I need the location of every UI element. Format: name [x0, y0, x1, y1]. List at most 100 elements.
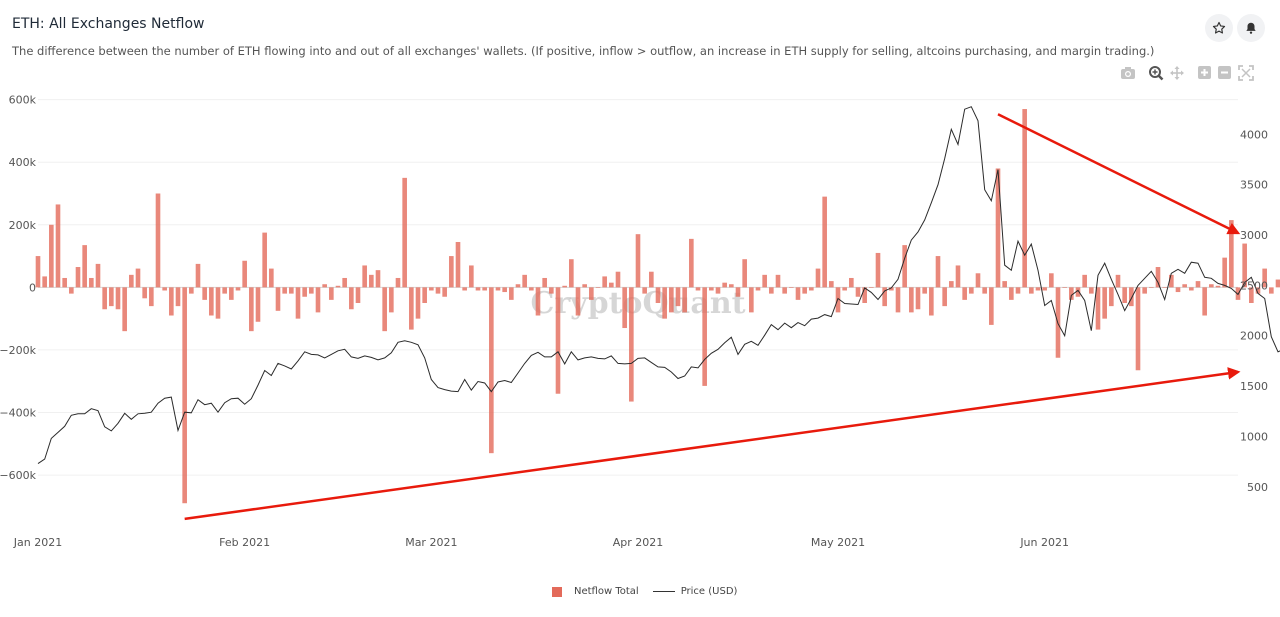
- netflow-bar: [629, 287, 634, 402]
- netflow-bar: [35, 256, 41, 288]
- netflow-bar: [342, 277, 347, 288]
- legend-label-price[interactable]: Price (USD): [680, 586, 738, 597]
- netflow-bar: [1275, 279, 1280, 288]
- netflow-bar: [369, 274, 374, 288]
- netflow-bar: [895, 287, 901, 313]
- netflow-bar: [549, 287, 554, 294]
- netflow-bar: [969, 287, 974, 294]
- x-tick-label: Jan 2021: [13, 536, 62, 549]
- netflow-bar: [189, 287, 194, 294]
- netflow-bar: [662, 287, 667, 319]
- x-tick-label: Jun 2021: [1019, 536, 1069, 549]
- netflow-bar: [822, 196, 827, 288]
- netflow-bar: [355, 287, 361, 303]
- y-left-tick-label: 200k: [9, 219, 37, 232]
- zoom-icon[interactable]: [1149, 66, 1164, 81]
- netflow-bar: [1249, 287, 1254, 303]
- netflow-bar: [1175, 287, 1181, 293]
- netflow-bar: [1202, 287, 1207, 316]
- favorite-button[interactable]: [1205, 14, 1233, 42]
- netflow-bar: [989, 287, 994, 325]
- netflow-bar: [635, 234, 641, 288]
- netflow-bar: [715, 287, 721, 294]
- netflow-bar: [949, 281, 954, 288]
- netflow-bar: [535, 287, 541, 316]
- netflow-bar: [1115, 274, 1121, 288]
- netflow-bar: [729, 284, 734, 288]
- netflow-bar: [1082, 274, 1087, 288]
- netflow-bar: [702, 287, 707, 386]
- star-icon: [1212, 21, 1226, 34]
- zoom-in-icon[interactable]: [1198, 66, 1211, 79]
- netflow-bar: [1075, 287, 1081, 297]
- x-tick-label: Apr 2021: [613, 536, 664, 549]
- y-left-tick-label: −200k: [0, 344, 37, 357]
- netflow-bar: [435, 287, 441, 294]
- netflow-bar: [1255, 287, 1261, 294]
- netflow-bar: [655, 287, 661, 303]
- netflow-bar: [1049, 273, 1054, 288]
- netflow-bar: [109, 287, 114, 307]
- chart-legend: Netflow Total Price (USD): [0, 586, 1280, 602]
- netflow-bar: [389, 287, 394, 313]
- netflow-bar: [1142, 287, 1147, 294]
- netflow-bar: [302, 287, 307, 297]
- netflow-bar: [502, 287, 507, 293]
- netflow-bar: [869, 287, 874, 288]
- netflow-bar: [695, 287, 701, 291]
- watermark: CryptoQuant: [530, 286, 745, 321]
- netflow-bar: [675, 287, 681, 307]
- zoom-out-icon[interactable]: [1218, 66, 1231, 79]
- netflow-bar: [235, 287, 241, 291]
- netflow-bar: [935, 256, 941, 288]
- netflow-bar: [942, 287, 947, 307]
- netflow-bar: [782, 287, 787, 294]
- netflow-bar: [789, 287, 794, 288]
- netflow-bar: [1169, 274, 1174, 288]
- pan-icon[interactable]: [1170, 66, 1184, 80]
- netflow-bar: [742, 259, 747, 288]
- netflow-bar: [1129, 287, 1134, 307]
- netflow-bar: [322, 284, 327, 288]
- netflow-bar: [182, 287, 187, 504]
- netflow-bar: [262, 232, 267, 288]
- netflow-bar: [1155, 267, 1161, 288]
- netflow-bar: [1222, 257, 1227, 288]
- netflow-bar: [229, 287, 234, 300]
- netflow-bar: [582, 284, 587, 288]
- netflow-bar: [55, 204, 61, 288]
- netflow-bar: [1182, 284, 1187, 288]
- netflow-bar: [882, 287, 887, 307]
- legend-label-netflow[interactable]: Netflow Total: [574, 586, 639, 597]
- netflow-bar: [295, 287, 301, 319]
- netflow-bar: [269, 268, 274, 288]
- netflow-bar: [42, 276, 47, 288]
- notification-button[interactable]: [1237, 14, 1265, 42]
- y-right-tick-label: 1500: [1240, 380, 1268, 393]
- netflow-bar: [522, 274, 527, 288]
- netflow-bar: [1102, 287, 1107, 319]
- netflow-bar: [282, 287, 287, 294]
- autoscale-icon[interactable]: [1238, 65, 1254, 81]
- netflow-bar: [135, 268, 141, 288]
- netflow-bar: [175, 287, 181, 307]
- netflow-bar: [142, 287, 147, 299]
- netflow-bar: [802, 287, 807, 294]
- netflow-bar: [795, 287, 801, 300]
- y-right-tick-label: 3500: [1240, 179, 1268, 192]
- page-title: ETH: All Exchanges Netflow: [12, 16, 205, 32]
- netflow-bar: [575, 287, 581, 316]
- netflow-bar: [1229, 220, 1234, 288]
- netflow-bar: [202, 287, 207, 300]
- netflow-bar: [1215, 285, 1221, 288]
- netflow-bar: [462, 287, 467, 291]
- netflow-bar: [49, 224, 54, 288]
- netflow-bar: [249, 287, 254, 332]
- netflow-bar: [1262, 268, 1267, 288]
- y-right-tick-label: 4000: [1240, 128, 1268, 141]
- camera-icon[interactable]: [1121, 67, 1135, 79]
- netflow-bar: [762, 274, 767, 288]
- netflow-bar: [129, 274, 134, 288]
- netflow-bar: [889, 287, 894, 291]
- netflow-bar: [775, 274, 781, 288]
